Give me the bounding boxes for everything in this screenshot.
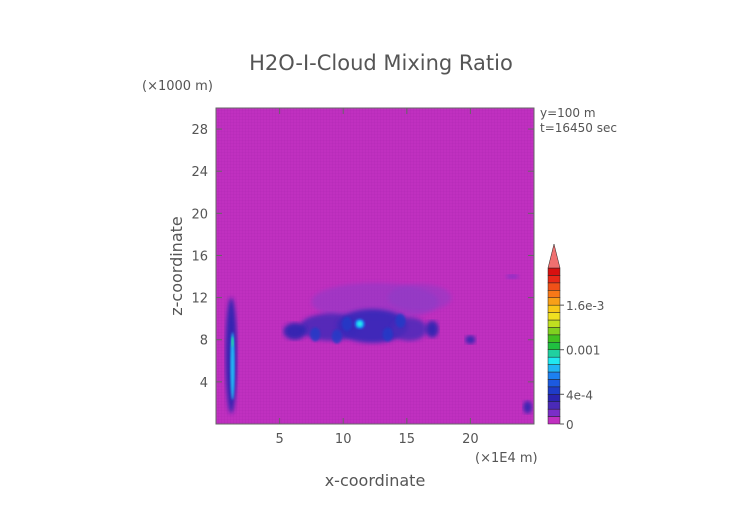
colorbar-level-0 bbox=[547, 416, 561, 425]
chart-title: H2O-I-Cloud Mixing Ratio bbox=[249, 51, 513, 75]
y-tick-label-0: 4 bbox=[200, 376, 208, 391]
y-tick-label-6: 28 bbox=[191, 123, 208, 138]
column-core-green bbox=[231, 336, 234, 348]
y-tick-label-1: 8 bbox=[200, 334, 208, 349]
colorbar-level-7 bbox=[547, 364, 561, 373]
colorbar-level-6 bbox=[547, 371, 561, 380]
y-tick-label-4: 20 bbox=[191, 207, 208, 222]
x-tick-label-3: 20 bbox=[462, 432, 479, 447]
colorbar-level-3 bbox=[547, 394, 561, 402]
x-tick-label-1: 10 bbox=[335, 432, 352, 447]
y-tick-label-3: 16 bbox=[191, 249, 208, 264]
colorbar-level-11 bbox=[547, 334, 561, 343]
y-tick-label-5: 24 bbox=[191, 165, 208, 180]
y-axis-ticks: 4 8 12 16 20 24 28 bbox=[191, 123, 534, 391]
colorbar-level-15 bbox=[547, 304, 561, 313]
column-right-edge bbox=[523, 400, 533, 414]
colorbar-tick-label-1: 4e-4 bbox=[566, 388, 593, 402]
x-axis-ticks: 5 10 15 20 bbox=[275, 108, 479, 447]
plot-frame bbox=[215, 107, 535, 425]
colorbar-level-9 bbox=[547, 349, 561, 358]
colorbar-overflow-arrow bbox=[547, 243, 561, 269]
colorbar: 0 4e-4 0.001 1.6e-3 bbox=[547, 243, 604, 432]
cloud-streak-3 bbox=[382, 327, 393, 342]
colorbar-tick-label-2: 0.001 bbox=[566, 344, 600, 358]
colorbar-tick-label-3: 1.6e-3 bbox=[566, 299, 604, 313]
colorbar-level-1 bbox=[547, 408, 561, 417]
y-axis-label: z-coordinate bbox=[167, 216, 186, 316]
colorbar-level-20 bbox=[547, 267, 561, 276]
cloud-streak-2 bbox=[342, 316, 353, 331]
x-tick-label-2: 15 bbox=[399, 432, 416, 447]
cloud-core-cyan bbox=[356, 320, 363, 327]
colorbar-level-13 bbox=[547, 319, 561, 328]
colorbar-level-17 bbox=[547, 290, 561, 298]
cloud-wisp-top-right bbox=[506, 274, 519, 279]
colorbar-level-14 bbox=[547, 312, 561, 321]
colorbar-level-19 bbox=[547, 275, 561, 284]
colorbar-level-18 bbox=[547, 282, 561, 291]
colorbar-level-12 bbox=[547, 327, 561, 336]
colorbar-level-4 bbox=[547, 386, 561, 395]
cloud-streak-0 bbox=[310, 327, 321, 342]
colorbar-level-8 bbox=[547, 356, 561, 365]
annotation-t: t=16450 sec bbox=[540, 121, 617, 135]
y-tick-label-2: 12 bbox=[191, 292, 208, 307]
cloud-patch-far-west bbox=[283, 322, 307, 340]
x-axis-label: x-coordinate bbox=[325, 471, 426, 490]
cloud-field bbox=[225, 274, 533, 414]
colorbar-level-16 bbox=[547, 297, 561, 306]
colorbar-level-10 bbox=[547, 342, 561, 350]
cloud-streak-1 bbox=[331, 329, 342, 344]
colorbar-level-5 bbox=[547, 379, 561, 388]
annotation-y: y=100 m bbox=[540, 106, 596, 120]
cloud-patch-east bbox=[425, 320, 439, 338]
cloud-haze-right bbox=[387, 283, 452, 312]
plot-background bbox=[216, 108, 534, 424]
y-unit-label: (×1000 m) bbox=[142, 79, 213, 94]
colorbar-tick-label-0: 0 bbox=[566, 418, 574, 432]
x-unit-label: (×1E4 m) bbox=[475, 451, 538, 466]
column-core-cyan bbox=[230, 332, 235, 400]
cloud-patch-far-east bbox=[465, 335, 476, 344]
cloud-streak-4 bbox=[395, 313, 406, 328]
x-tick-label-0: 5 bbox=[275, 432, 283, 447]
colorbar-level-2 bbox=[547, 401, 561, 410]
